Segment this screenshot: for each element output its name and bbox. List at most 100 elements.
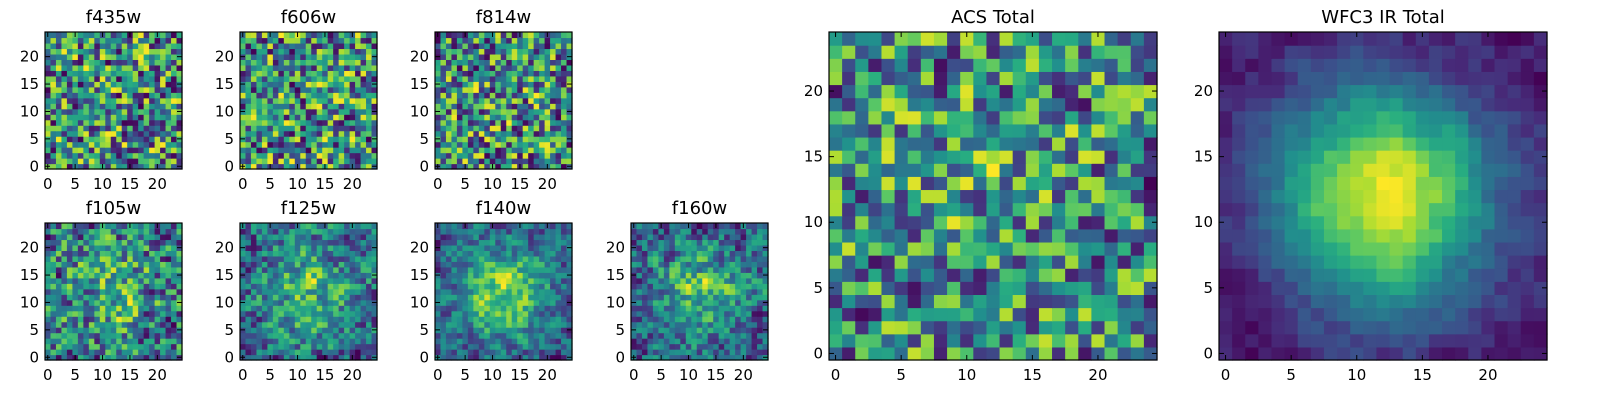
heatmap-cell: [45, 125, 52, 132]
heatmap-cell: [344, 37, 351, 44]
heatmap-cell: [462, 277, 469, 284]
heatmap-cell: [294, 136, 301, 143]
heatmap-cell: [366, 233, 373, 241]
heatmap-cell: [344, 310, 351, 317]
heatmap-cell: [636, 250, 643, 257]
heatmap-cell: [66, 163, 73, 170]
heatmap-cell: [473, 59, 480, 66]
heatmap-cell: [311, 299, 318, 306]
heatmap-cell: [245, 136, 252, 143]
heatmap-cell: [462, 86, 469, 93]
heatmap-cell: [511, 255, 518, 262]
heatmap-cell: [355, 97, 362, 104]
heatmap-cell: [316, 310, 323, 317]
heatmap-cell: [451, 163, 458, 170]
heatmap-cell: [55, 321, 63, 328]
heatmap-cell: [327, 152, 334, 159]
heatmap-cell: [1065, 294, 1079, 309]
heatmap-cell: [61, 136, 68, 143]
heatmap-cell: [360, 343, 367, 350]
heatmap-cell: [355, 103, 362, 110]
heatmap-cell: [1104, 255, 1119, 269]
heatmap-cell: [149, 228, 156, 235]
heatmap-cell: [1025, 202, 1040, 217]
heatmap-cell: [278, 48, 285, 55]
heatmap-cell: [478, 288, 485, 295]
heatmap-cell: [176, 305, 183, 312]
heatmap-cell: [550, 70, 557, 77]
heatmap-cell: [746, 261, 753, 268]
heatmap-cell: [176, 283, 183, 290]
heatmap-cell: [261, 233, 268, 241]
heatmap-cell: [735, 288, 742, 295]
heatmap-cell: [165, 228, 172, 235]
x-tick-label: 0: [43, 366, 53, 384]
heatmap-cell: [88, 163, 95, 170]
heatmap-cell: [456, 250, 463, 257]
heatmap-cell: [729, 294, 736, 301]
heatmap-cell: [868, 189, 883, 204]
heatmap-cell: [322, 81, 329, 88]
heatmap-cell: [110, 32, 117, 39]
heatmap-cell: [1091, 228, 1106, 243]
heatmap-cell: [495, 305, 502, 312]
heatmap-cell: [544, 130, 551, 137]
heatmap-cell: [1012, 228, 1027, 243]
heatmap-cell: [696, 261, 703, 268]
heatmap-cell: [322, 48, 329, 55]
heatmap-cell: [171, 266, 178, 273]
heatmap-cell: [528, 32, 535, 39]
heatmap-cell: [440, 321, 447, 328]
heatmap-cell: [647, 338, 654, 345]
heatmap-cell: [685, 299, 692, 306]
heatmap-cell: [344, 294, 351, 301]
heatmap-cell: [1078, 241, 1092, 256]
heatmap-cell: [278, 158, 285, 165]
heatmap-cell: [94, 354, 101, 361]
heatmap-cell: [371, 283, 378, 290]
heatmap-cell: [636, 239, 643, 246]
heatmap-cell: [707, 316, 714, 323]
heatmap-cell: [327, 349, 334, 356]
heatmap-cell: [550, 92, 557, 99]
heatmap-cell: [138, 37, 145, 44]
heatmap-cell: [311, 266, 318, 273]
heatmap-cell: [445, 103, 453, 110]
heatmap-cell: [50, 349, 57, 356]
heatmap-cell: [467, 244, 474, 251]
heatmap-cell: [641, 288, 649, 295]
heatmap-cell: [435, 250, 442, 257]
heatmap-cell: [473, 223, 480, 230]
heatmap-cell: [685, 327, 692, 334]
heatmap-cell: [333, 147, 340, 154]
heatmap-cell: [245, 354, 252, 361]
heatmap-cell: [1091, 189, 1106, 204]
heatmap-cell: [83, 283, 90, 290]
heatmap-cell: [947, 215, 961, 230]
heatmap-cell: [154, 228, 161, 235]
heatmap-cell: [50, 299, 57, 306]
heatmap-cell: [467, 75, 474, 82]
heatmap-cell: [349, 266, 356, 273]
heatmap-cell: [473, 228, 480, 235]
heatmap-cell: [322, 103, 329, 110]
heatmap-cell: [561, 223, 568, 230]
heatmap-cell: [171, 239, 178, 246]
heatmap-cell: [489, 316, 496, 323]
heatmap-cell: [154, 255, 161, 262]
heatmap-cell: [316, 32, 323, 39]
heatmap-cell: [50, 343, 57, 350]
heatmap-cell: [855, 268, 869, 282]
heatmap-cell: [278, 64, 285, 71]
heatmap-cell: [435, 97, 442, 104]
heatmap-cell: [746, 233, 753, 241]
heatmap-cell: [555, 125, 562, 132]
heatmap-cell: [154, 92, 161, 99]
heatmap-cell: [105, 349, 112, 356]
heatmap-cell: [533, 223, 540, 230]
heatmap-cell: [511, 283, 518, 290]
heatmap-cell: [484, 86, 491, 93]
heatmap-cell: [355, 255, 362, 262]
heatmap-cell: [539, 97, 546, 104]
heatmap-cell: [868, 294, 883, 309]
